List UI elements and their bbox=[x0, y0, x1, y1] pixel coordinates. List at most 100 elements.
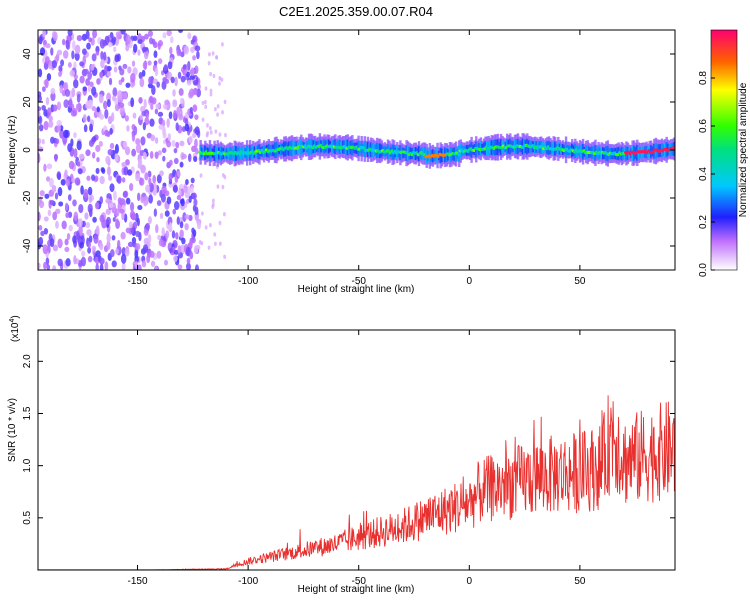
spectrogram-cell bbox=[181, 153, 187, 159]
spectrogram-cell bbox=[56, 119, 62, 127]
spectrogram-cell bbox=[42, 39, 47, 46]
spectrogram-cell bbox=[109, 183, 115, 193]
spectrogram-cell bbox=[43, 109, 48, 117]
spectrogram-cell bbox=[83, 188, 89, 199]
spectrogram-cell bbox=[124, 115, 129, 122]
spectrogram-cell bbox=[162, 132, 167, 139]
spectrogram-cell bbox=[125, 227, 131, 234]
spectrogram-cell bbox=[131, 60, 136, 67]
spectrogram-cell bbox=[190, 67, 195, 77]
spectrogram-cell bbox=[85, 101, 90, 109]
spectrogram-cell bbox=[58, 65, 63, 72]
spectrogram-cell bbox=[77, 168, 83, 175]
spectrogram-cell bbox=[176, 194, 182, 201]
spectrogram-cell bbox=[114, 54, 120, 63]
spectrogram-cell bbox=[216, 184, 220, 189]
spectrogram-cell bbox=[46, 107, 52, 116]
spectrogram-cell bbox=[192, 55, 196, 61]
spectrogram-cell bbox=[220, 77, 224, 82]
spectrogram-cell bbox=[181, 237, 186, 245]
spectrogram-cell bbox=[218, 81, 221, 86]
spectrogram-cell bbox=[194, 45, 201, 52]
spectrogram-cell bbox=[87, 186, 93, 196]
snr-x-ticks: -150 -100 -50 0 50 bbox=[128, 330, 586, 587]
spectrogram-cell bbox=[43, 261, 47, 270]
spectrogram-cell bbox=[45, 96, 50, 106]
spectrogram-cell bbox=[41, 104, 46, 111]
snr-y-scale-prefix: (x10 bbox=[10, 322, 21, 342]
spectrogram-cell bbox=[39, 47, 46, 56]
spectrogram-cell bbox=[95, 50, 100, 56]
spectrogram-cell bbox=[67, 143, 72, 153]
spectrogram-cell bbox=[149, 250, 155, 258]
spectrogram-cell bbox=[71, 177, 76, 184]
spectrogram-cell bbox=[95, 167, 100, 175]
spectrogram-cell bbox=[156, 200, 162, 206]
spectrogram-cell bbox=[151, 85, 156, 96]
spectrogram-cell bbox=[211, 198, 215, 203]
spectrogram-cell bbox=[145, 112, 149, 119]
spectrogram-cell bbox=[87, 71, 93, 80]
spectrogram-cell bbox=[92, 30, 98, 39]
spectrogram-cell bbox=[162, 155, 166, 162]
spectrogram-cell bbox=[109, 142, 115, 150]
spectrogram-cell bbox=[62, 82, 68, 90]
spectrogram-cell bbox=[108, 77, 113, 86]
spectrogram-cell bbox=[51, 60, 57, 69]
spectrogram-cell bbox=[208, 52, 211, 57]
spectrogram-cell bbox=[135, 138, 141, 146]
spectrogram-cell bbox=[46, 163, 53, 170]
spectrogram-cell bbox=[147, 234, 152, 243]
spectrogram-cell bbox=[207, 245, 211, 250]
spectrogram-cell bbox=[200, 241, 204, 246]
spectrogram-cell bbox=[194, 126, 200, 136]
snr-x-label: Height of straight line (km) bbox=[298, 584, 415, 595]
spectrogram-cell bbox=[201, 117, 205, 122]
spectrogram-cell bbox=[139, 114, 144, 120]
spectrogram-cell bbox=[192, 204, 197, 212]
spectrogram-cell bbox=[191, 227, 195, 234]
spectrogram-cell bbox=[74, 44, 81, 55]
colorbar-label: Normalized spectral amplitude bbox=[738, 82, 749, 217]
spectrogram-cell bbox=[79, 75, 85, 84]
spectrogram-cell bbox=[107, 166, 111, 176]
spectrogram-cell bbox=[112, 95, 116, 102]
spectrogram-cell bbox=[91, 53, 97, 62]
spectrogram-cell bbox=[78, 218, 83, 228]
spectrogram-cell bbox=[92, 151, 96, 159]
spectrogram-cell bbox=[120, 231, 126, 240]
spectrogram-cell bbox=[189, 239, 193, 249]
spectrogram-cell bbox=[100, 51, 104, 60]
spectrogram-cell bbox=[108, 175, 113, 181]
spectrogram-cell bbox=[137, 39, 143, 45]
spectrogram-cell bbox=[94, 202, 100, 210]
spectrogram-cell bbox=[129, 201, 135, 212]
x-tick-label: -150 bbox=[128, 276, 148, 287]
spectrogram-cell bbox=[124, 248, 130, 257]
spectrogram-cell bbox=[155, 103, 161, 109]
spectrogram-cell bbox=[144, 172, 149, 181]
spectrogram-cell bbox=[223, 211, 226, 217]
spectrogram-cell bbox=[191, 145, 197, 153]
spectrogram-cell bbox=[137, 264, 142, 270]
spectrogram-cell bbox=[143, 98, 147, 109]
spectrogram-cell bbox=[95, 225, 100, 236]
spectrogram-cell bbox=[196, 50, 200, 60]
spectrogram-cell bbox=[43, 216, 49, 222]
spectrogram-cell bbox=[221, 172, 225, 178]
spectrogram-cell bbox=[125, 197, 131, 205]
spectrogram-cell bbox=[137, 158, 143, 167]
spectrogram-cell bbox=[47, 209, 52, 217]
spectrogram-cell bbox=[183, 185, 188, 193]
spectrogram-cell bbox=[174, 76, 178, 87]
spectrogram-cell bbox=[50, 91, 56, 102]
spectrogram-cell bbox=[72, 40, 76, 51]
spectrogram-cell bbox=[85, 30, 90, 40]
spectrogram-cell bbox=[115, 31, 122, 38]
spectrogram-cell bbox=[124, 146, 131, 156]
spectrogram-cell bbox=[183, 45, 190, 55]
spectrogram-cell bbox=[67, 194, 72, 202]
spectrogram-cell bbox=[144, 33, 149, 40]
spectrogram-cell bbox=[88, 37, 93, 43]
spectrogram-cell bbox=[38, 106, 42, 112]
